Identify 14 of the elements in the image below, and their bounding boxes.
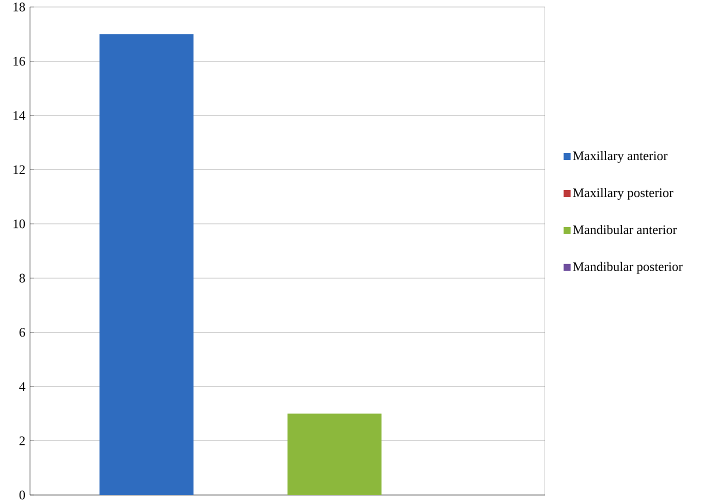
legend-label: Maxillary anterior (573, 151, 668, 163)
y-tick-label: 8 (19, 274, 25, 282)
y-tick-label: 16 (14, 56, 26, 66)
y-tick-label: 12 (14, 165, 25, 174)
y-tick-label: 6 (20, 328, 26, 337)
y-tick-label: 4 (19, 382, 26, 391)
y-tick-label: 0 (19, 490, 25, 500)
legend-label: Maxillary posterior (573, 188, 674, 200)
legend-label: Mandibular anterior (573, 224, 677, 234)
y-tick-label: 2 (20, 436, 25, 446)
y-tick-label: 14 (14, 111, 26, 120)
y-tick-label: 18 (14, 2, 25, 12)
legend-label: Mandibular posterior (573, 262, 683, 274)
y-tick-label: 10 (14, 220, 25, 228)
